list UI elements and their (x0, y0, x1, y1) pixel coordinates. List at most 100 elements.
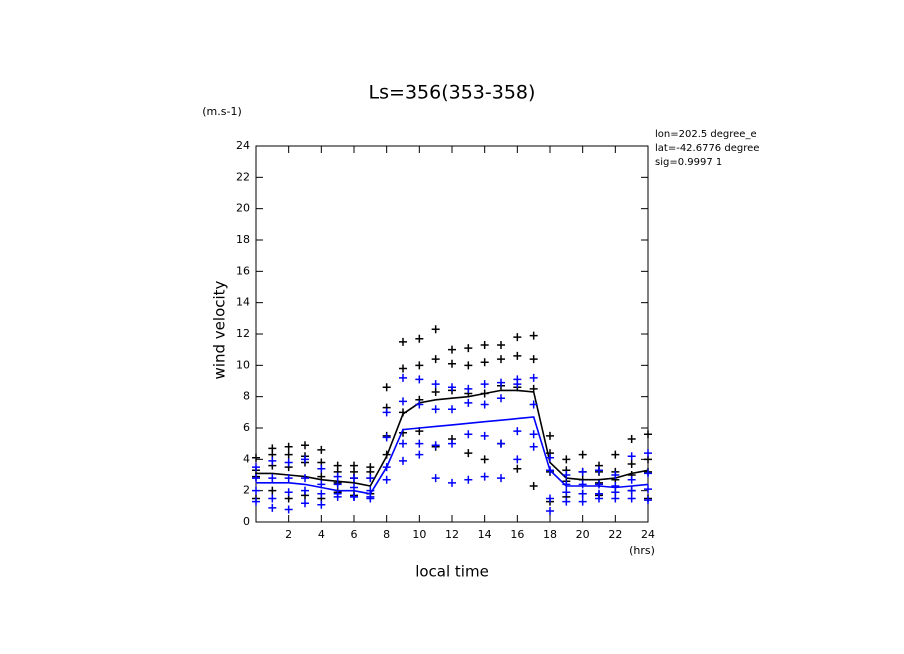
scatter-point (382, 383, 391, 392)
y-tick-label: 20 (236, 202, 250, 215)
scatter-point (399, 364, 407, 373)
scatter-point (284, 488, 293, 497)
scatter-point (627, 452, 636, 461)
scatter-point (546, 494, 554, 503)
scatter-point (252, 474, 260, 483)
scatter-point (627, 494, 636, 503)
scatter-point (464, 475, 473, 484)
x-tick-label: 20 (576, 528, 590, 541)
scatter-point (252, 453, 260, 462)
scatter-point (284, 505, 293, 514)
scatter-point (431, 474, 440, 483)
scatter-point (268, 474, 277, 483)
info-text: lat=-42.6776 degree (655, 143, 759, 154)
scatter-point (546, 466, 554, 475)
scatter-point (546, 507, 554, 516)
scatter-point (529, 331, 538, 340)
scatter-point (317, 472, 326, 481)
scatter-point (627, 486, 636, 495)
scatter-point (317, 500, 326, 509)
y-tick-label: 0 (243, 515, 250, 528)
scatter-point (464, 398, 473, 407)
scatter-point (431, 387, 440, 396)
scatter-point (382, 408, 391, 417)
scatter-point (268, 494, 277, 503)
y-unit: (m.s-1) (202, 105, 242, 118)
scatter-point (529, 400, 538, 409)
scatter-point (497, 439, 505, 448)
scatter-point (333, 492, 342, 501)
scatter-point (252, 497, 260, 506)
scatter-point (350, 483, 358, 492)
scatter-point (529, 430, 538, 439)
scatter-point (578, 450, 587, 459)
scatter-point (448, 359, 456, 368)
scatter-point (546, 453, 554, 462)
scatter-point (529, 373, 538, 382)
scatter-point (382, 475, 391, 484)
scatter-point (611, 494, 620, 503)
scatter-point (562, 471, 571, 479)
scatter-point (317, 489, 326, 498)
y-tick-label: 10 (236, 358, 250, 371)
y-tick-label: 14 (236, 296, 250, 309)
scatter-point (431, 355, 440, 364)
scatter-point (497, 394, 505, 403)
scatter-point (578, 480, 587, 489)
scatter-point (578, 497, 587, 506)
scatter-point (611, 450, 620, 459)
scatter-point (382, 450, 391, 459)
scatter-point (480, 431, 489, 440)
y-tick-label: 8 (243, 390, 250, 403)
scatter-point (284, 442, 293, 451)
x-tick-label: 8 (383, 528, 390, 541)
y-tick-label: 16 (236, 264, 250, 277)
x-tick-label: 16 (510, 528, 524, 541)
scatter-point (627, 434, 636, 443)
y-axis-label: wind velocity (211, 280, 229, 379)
scatter-point (480, 389, 489, 398)
scatter-point (399, 456, 407, 465)
scatter-point (644, 449, 652, 458)
scatter-point (301, 441, 309, 450)
scatter-point (399, 439, 407, 448)
y-tick-label: 2 (243, 484, 250, 497)
scatter-point (350, 474, 358, 483)
scatter-point (366, 494, 375, 503)
info-text: sig=0.9997 1 (655, 157, 722, 168)
scatter-point (464, 430, 473, 439)
scatter-point (415, 450, 424, 459)
scatter-point (448, 405, 456, 414)
scatter-point (317, 445, 326, 454)
scatter-point (399, 337, 407, 346)
scatter-point (562, 488, 571, 497)
scatter-point (252, 486, 260, 495)
scatter-point (333, 480, 342, 489)
scatter-point (464, 384, 473, 393)
scatter-point (252, 463, 260, 472)
scatter-point (497, 378, 505, 387)
scatter-point (644, 485, 652, 494)
scatter-point (284, 458, 293, 467)
scatter-point (350, 492, 358, 501)
x-tick-label: 10 (412, 528, 426, 541)
scatter-point (480, 380, 489, 389)
scatter-point (284, 450, 293, 459)
scatter-point (415, 334, 424, 343)
scatter-point (627, 460, 636, 469)
scatter-point (480, 358, 489, 367)
scatter-point (268, 503, 277, 512)
scatter-point (529, 355, 538, 364)
scatter-point (578, 489, 587, 498)
scatter-point (644, 496, 652, 505)
scatter-point (480, 472, 489, 481)
scatter-point (529, 442, 538, 451)
y-tick-label: 24 (236, 139, 250, 152)
x-tick-label: 24 (641, 528, 655, 541)
info-text: lon=202.5 degree_e (655, 129, 757, 140)
scatter-point (578, 467, 587, 476)
scatter-point (627, 475, 636, 484)
scatter-point (464, 344, 473, 353)
scatter-point (317, 480, 326, 489)
y-tick-label: 4 (243, 452, 250, 465)
